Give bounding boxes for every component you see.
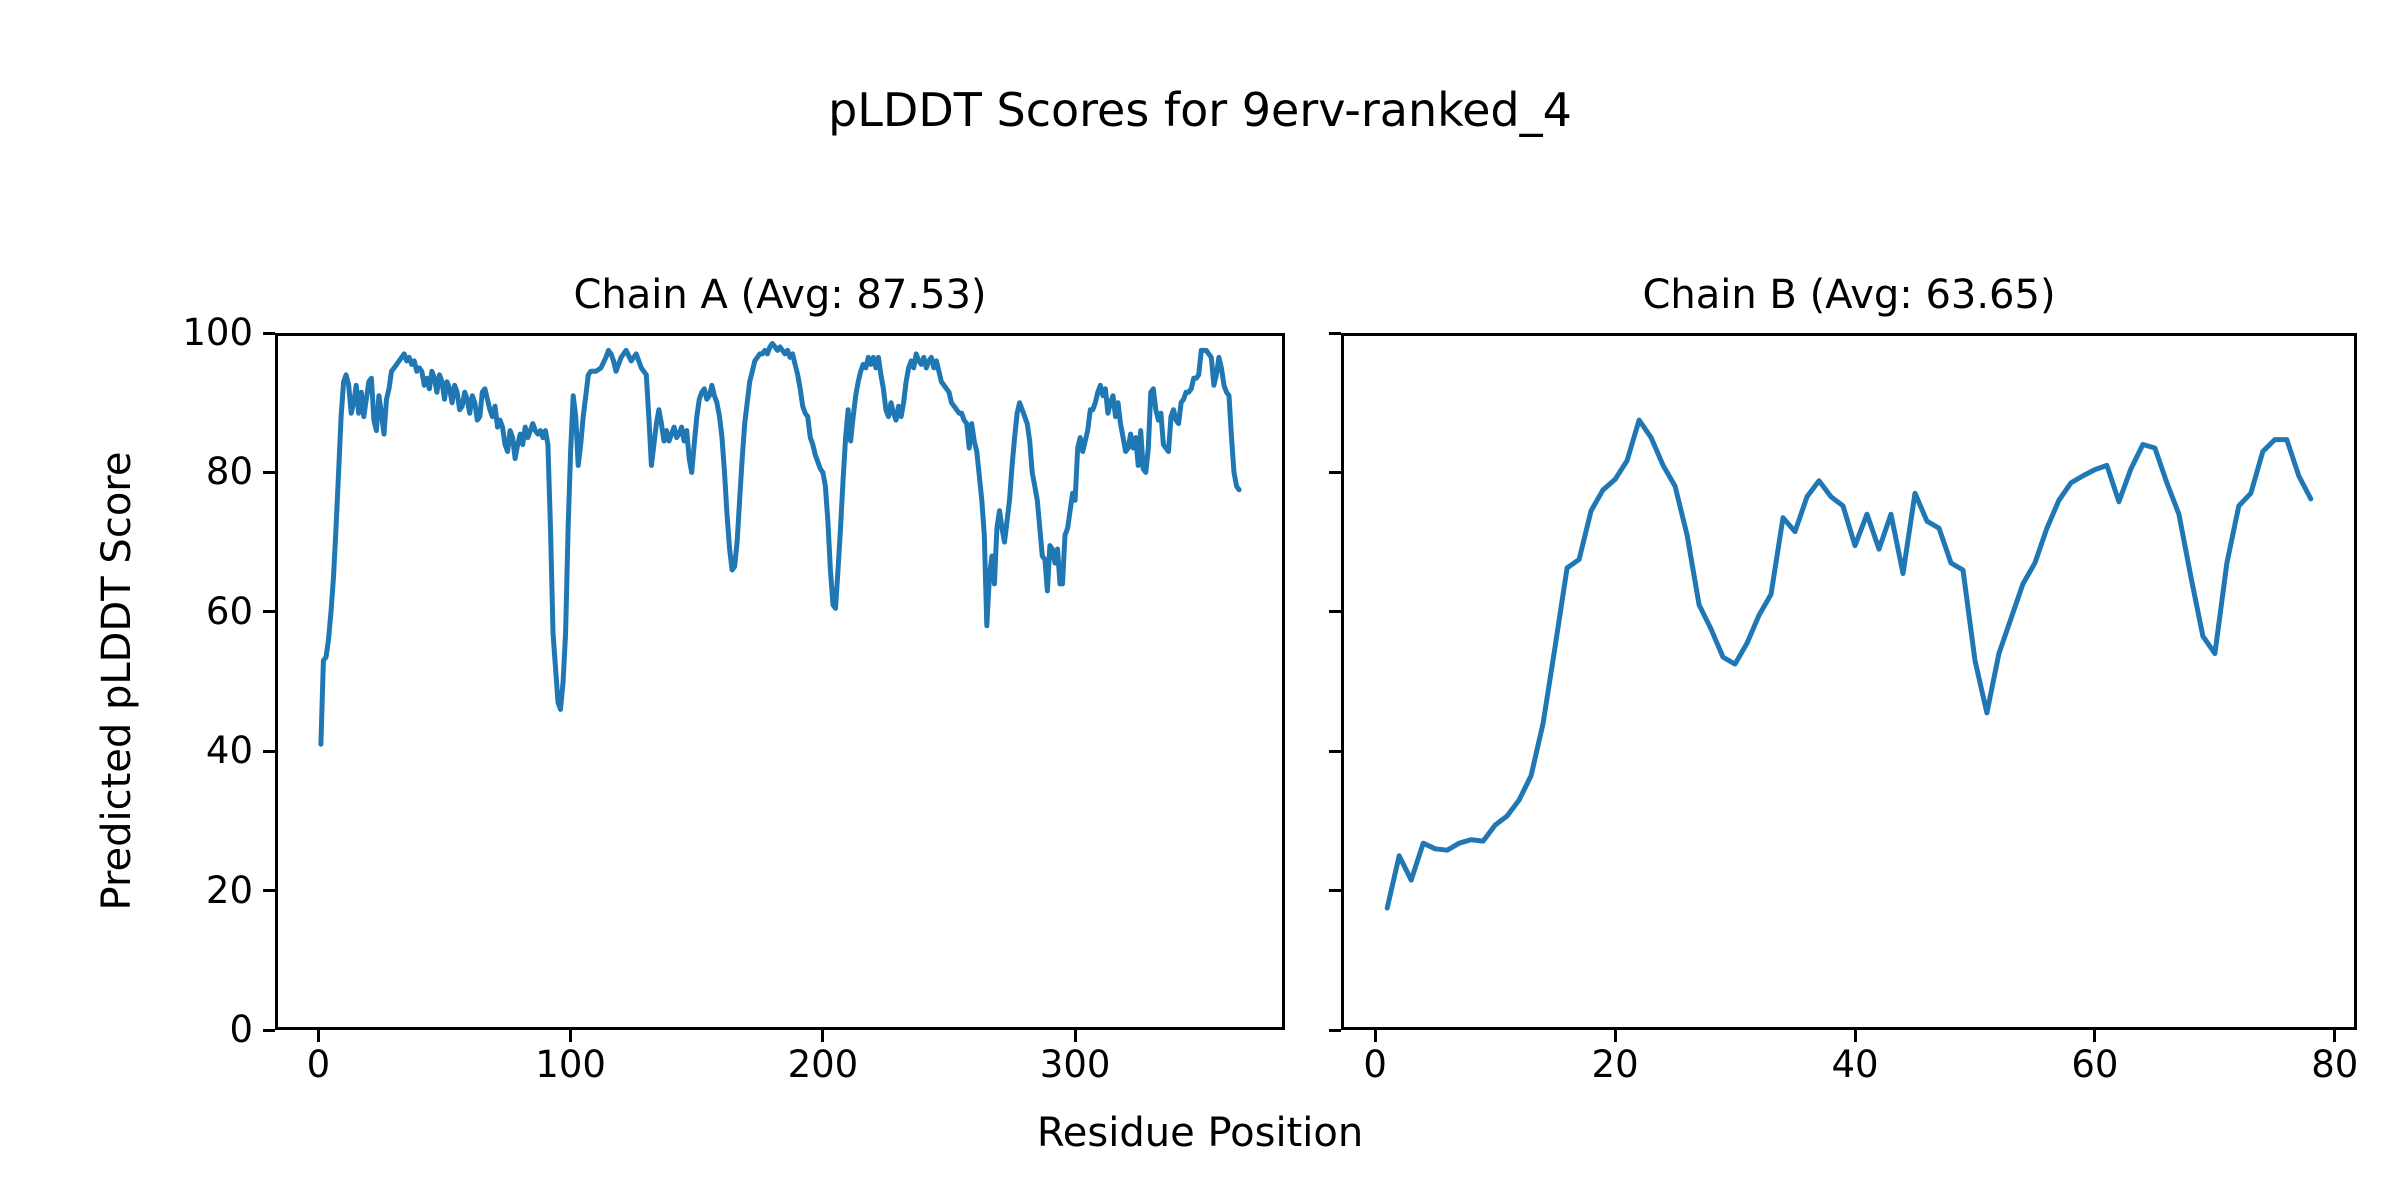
chain-b-plot-svg <box>1384 417 2314 911</box>
chain-b-x-tick-mark <box>1373 1030 1377 1042</box>
chain-b-x-tick-mark <box>2093 1030 2097 1042</box>
chain-a-plddt-line <box>318 341 1242 747</box>
chain-a-y-tick-label: 20 <box>205 868 253 912</box>
chain-b-x-tick-label: 60 <box>2071 1043 2119 1086</box>
chain-b-x-tick-mark <box>1613 1030 1617 1042</box>
chain-a-y-tick-label: 0 <box>229 1008 253 1051</box>
chain-b-plddt-line <box>1384 417 2314 911</box>
chain-b-x-tick-label: 80 <box>2311 1043 2359 1086</box>
chain-b-x-tick-mark <box>2333 1030 2337 1042</box>
chain-b-x-tick-mark <box>1853 1030 1857 1042</box>
chain-b-x-tick-label: 20 <box>1591 1043 1639 1086</box>
chain-b-plot-area <box>1341 333 2357 1030</box>
chain-b-y-tick-mark <box>1329 470 1341 474</box>
x-axis-label: Residue Position <box>1036 1110 1364 1156</box>
chain-a-x-tick-label: 0 <box>306 1043 331 1086</box>
chain-a-x-tick-mark <box>821 1030 825 1042</box>
figure-title: pLDDT Scores for 9erv-ranked_4 <box>828 83 1572 137</box>
chain-a-y-tick-label: 40 <box>205 729 253 773</box>
chain-a-y-tick-mark <box>263 470 275 474</box>
chain-a-plot-svg <box>318 341 1242 747</box>
chain-a-x-tick-label: 100 <box>535 1043 606 1086</box>
chain-b-y-tick-mark <box>1329 610 1341 614</box>
chain-a-y-tick-mark <box>263 610 275 614</box>
chain-b-y-tick-mark <box>1329 889 1341 893</box>
chain-b-x-tick-label: 0 <box>1363 1043 1387 1086</box>
chain-a-y-tick-label: 80 <box>205 450 253 494</box>
chain-b-y-tick-mark <box>1329 331 1341 335</box>
chain-a-x-tick-mark <box>1073 1030 1077 1042</box>
chain-a-x-tick-label: 200 <box>787 1043 859 1086</box>
chain-a-y-tick-mark <box>263 1028 275 1032</box>
chain-a-x-tick-label: 300 <box>1039 1043 1111 1086</box>
chain-b-y-tick-mark <box>1329 1028 1341 1032</box>
chain-a-y-tick-mark <box>263 889 275 893</box>
chain-a-y-tick-mark <box>263 331 275 335</box>
chain-a-y-tick-mark <box>263 749 275 753</box>
chain-a-x-tick-mark <box>316 1030 320 1042</box>
chain-a-x-tick-mark <box>569 1030 573 1042</box>
chain-a-y-tick-label: 100 <box>182 311 253 354</box>
subplot-chain-b-title: Chain B (Avg: 63.65) <box>1642 272 2056 318</box>
chain-a-y-tick-label: 60 <box>205 589 253 633</box>
chain-b-y-tick-mark <box>1329 749 1341 753</box>
subplot-chain-a-title: Chain A (Avg: 87.53) <box>573 272 987 318</box>
chain-b-x-tick-label: 40 <box>1831 1043 1879 1086</box>
chain-a-plot-area <box>275 333 1285 1030</box>
